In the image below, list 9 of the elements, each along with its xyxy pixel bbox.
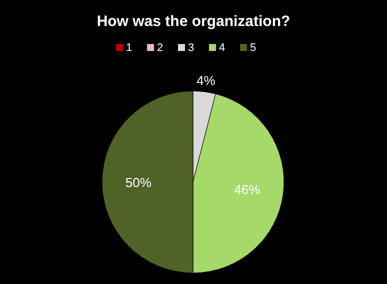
chart-title: How was the organization? [96,13,290,30]
legend-label: 1 [126,42,132,54]
data-label: 50% [125,175,152,190]
legend-label: 3 [188,42,194,54]
legend-label: 5 [250,42,256,54]
legend-label: 4 [219,42,226,54]
data-label: 4% [196,72,216,88]
data-label: 46% [234,182,261,197]
legend-label: 2 [157,42,164,54]
